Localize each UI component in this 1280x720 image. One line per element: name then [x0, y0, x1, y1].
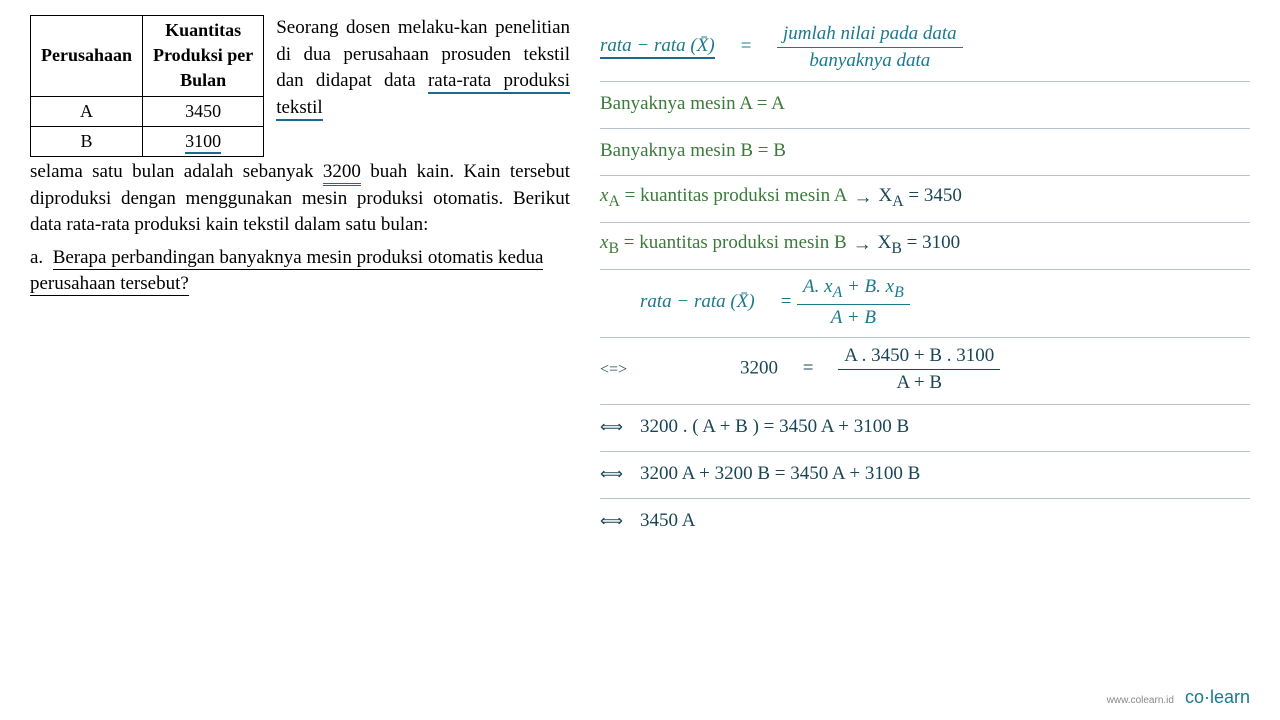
step-multiply: ⟺ 3200 . ( A + B ) = 3450 A + 3100 B	[600, 405, 1250, 452]
def-mesin-a: Banyaknya mesin A = A	[600, 82, 1250, 129]
problem-column: Perusahaan Kuantitas Produksi per Bulan …	[30, 15, 570, 545]
def-xa: xA = kuantitas produksi mesin A → XA = 3…	[600, 176, 1250, 223]
step-distribute: ⟺ 3200 A + 3200 B = 3450 A + 3100 B	[600, 452, 1250, 499]
problem-continuation: selama satu bulan adalah sebanyak 3200 b…	[30, 159, 570, 239]
table-row: B 3100	[31, 126, 264, 156]
avg-equation: rata − rata (X̄) = A. xA + B. xB A + B	[600, 270, 1250, 338]
th-company: Perusahaan	[31, 16, 143, 97]
solution-column: rata − rata (X̄) = jumlah nilai pada dat…	[600, 15, 1250, 545]
th-qty: Kuantitas Produksi per Bulan	[143, 16, 264, 97]
brand-logo: www.colearn.id co·learn	[1107, 687, 1250, 708]
question-a: a. Berapa perbandingan banyaknya mesin p…	[30, 245, 570, 298]
def-xb: xB = kuantitas produksi mesin B → XB = 3…	[600, 223, 1250, 270]
data-table: Perusahaan Kuantitas Produksi per Bulan …	[30, 15, 264, 157]
def-mesin-b: Banyaknya mesin B = B	[600, 129, 1250, 176]
table-row: A 3450	[31, 96, 264, 126]
formula-mean: rata − rata (X̄) = jumlah nilai pada dat…	[600, 15, 1250, 82]
step-last: ⟺ 3450 A	[600, 499, 1250, 545]
problem-intro: Seorang dosen melaku-kan penelitian di d…	[276, 15, 570, 121]
step-substitute: <=> 3200 = A . 3450 + B . 3100 A + B	[600, 338, 1250, 405]
